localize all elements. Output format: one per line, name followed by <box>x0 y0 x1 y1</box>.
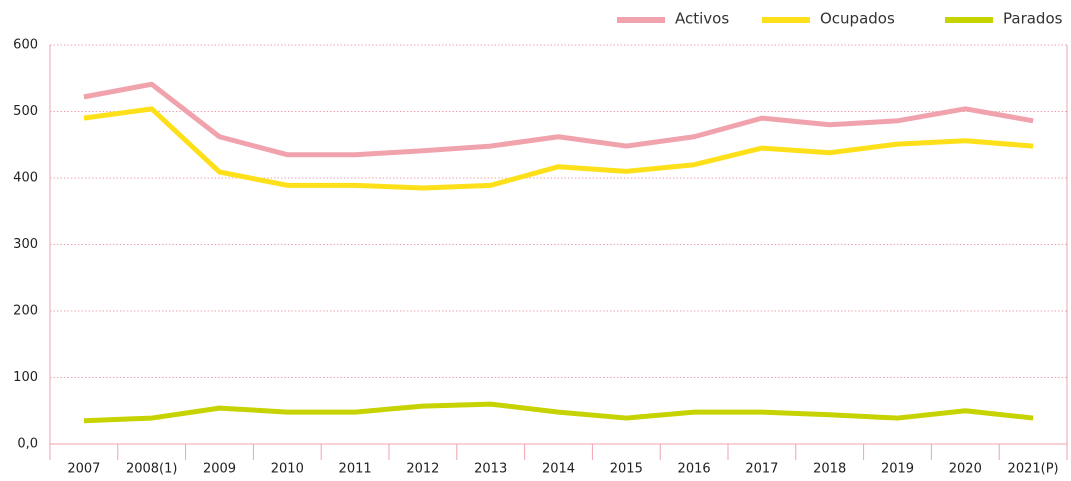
x-tick-label: 2007 <box>67 462 100 477</box>
x-tick-label: 2021(P) <box>1008 462 1059 477</box>
x-tick-label: 2009 <box>203 462 236 477</box>
y-tick-label: 200 <box>13 304 38 319</box>
y-tick-label: 0,0 <box>17 437 38 452</box>
series-line <box>83 106 1034 191</box>
x-tick-label: 2017 <box>745 462 778 477</box>
y-tick-label: 300 <box>13 237 38 252</box>
x-tick-label: 2010 <box>271 462 304 477</box>
legend-label: Ocupados <box>820 10 895 28</box>
y-tick-label: 400 <box>13 171 38 186</box>
y-tick-label: 100 <box>13 370 38 385</box>
series-line <box>83 401 1034 424</box>
x-tick-label: 2019 <box>881 462 914 477</box>
legend-label: Parados <box>1003 10 1063 28</box>
x-tick-label: 2008(1) <box>126 462 178 477</box>
series-line <box>83 81 1034 158</box>
x-tick-label: 2020 <box>949 462 982 477</box>
y-tick-label: 500 <box>13 104 38 119</box>
x-tick-label: 2014 <box>542 462 575 477</box>
x-tick-label: 2012 <box>406 462 439 477</box>
y-tick-label: 600 <box>13 38 38 53</box>
legend-label: Activos <box>675 10 729 28</box>
x-tick-label: 2011 <box>339 462 372 477</box>
x-tick-label: 2016 <box>678 462 711 477</box>
x-tick-label: 2013 <box>474 462 507 477</box>
x-tick-label: 2018 <box>813 462 846 477</box>
x-tick-label: 2015 <box>610 462 643 477</box>
